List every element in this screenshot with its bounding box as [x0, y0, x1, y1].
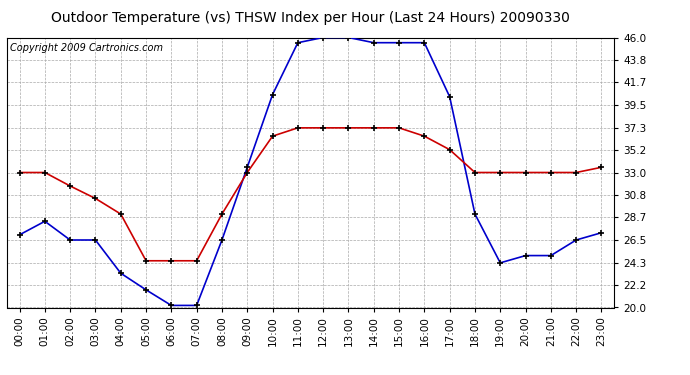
Text: Outdoor Temperature (vs) THSW Index per Hour (Last 24 Hours) 20090330: Outdoor Temperature (vs) THSW Index per …	[51, 11, 570, 25]
Text: Copyright 2009 Cartronics.com: Copyright 2009 Cartronics.com	[10, 43, 163, 53]
